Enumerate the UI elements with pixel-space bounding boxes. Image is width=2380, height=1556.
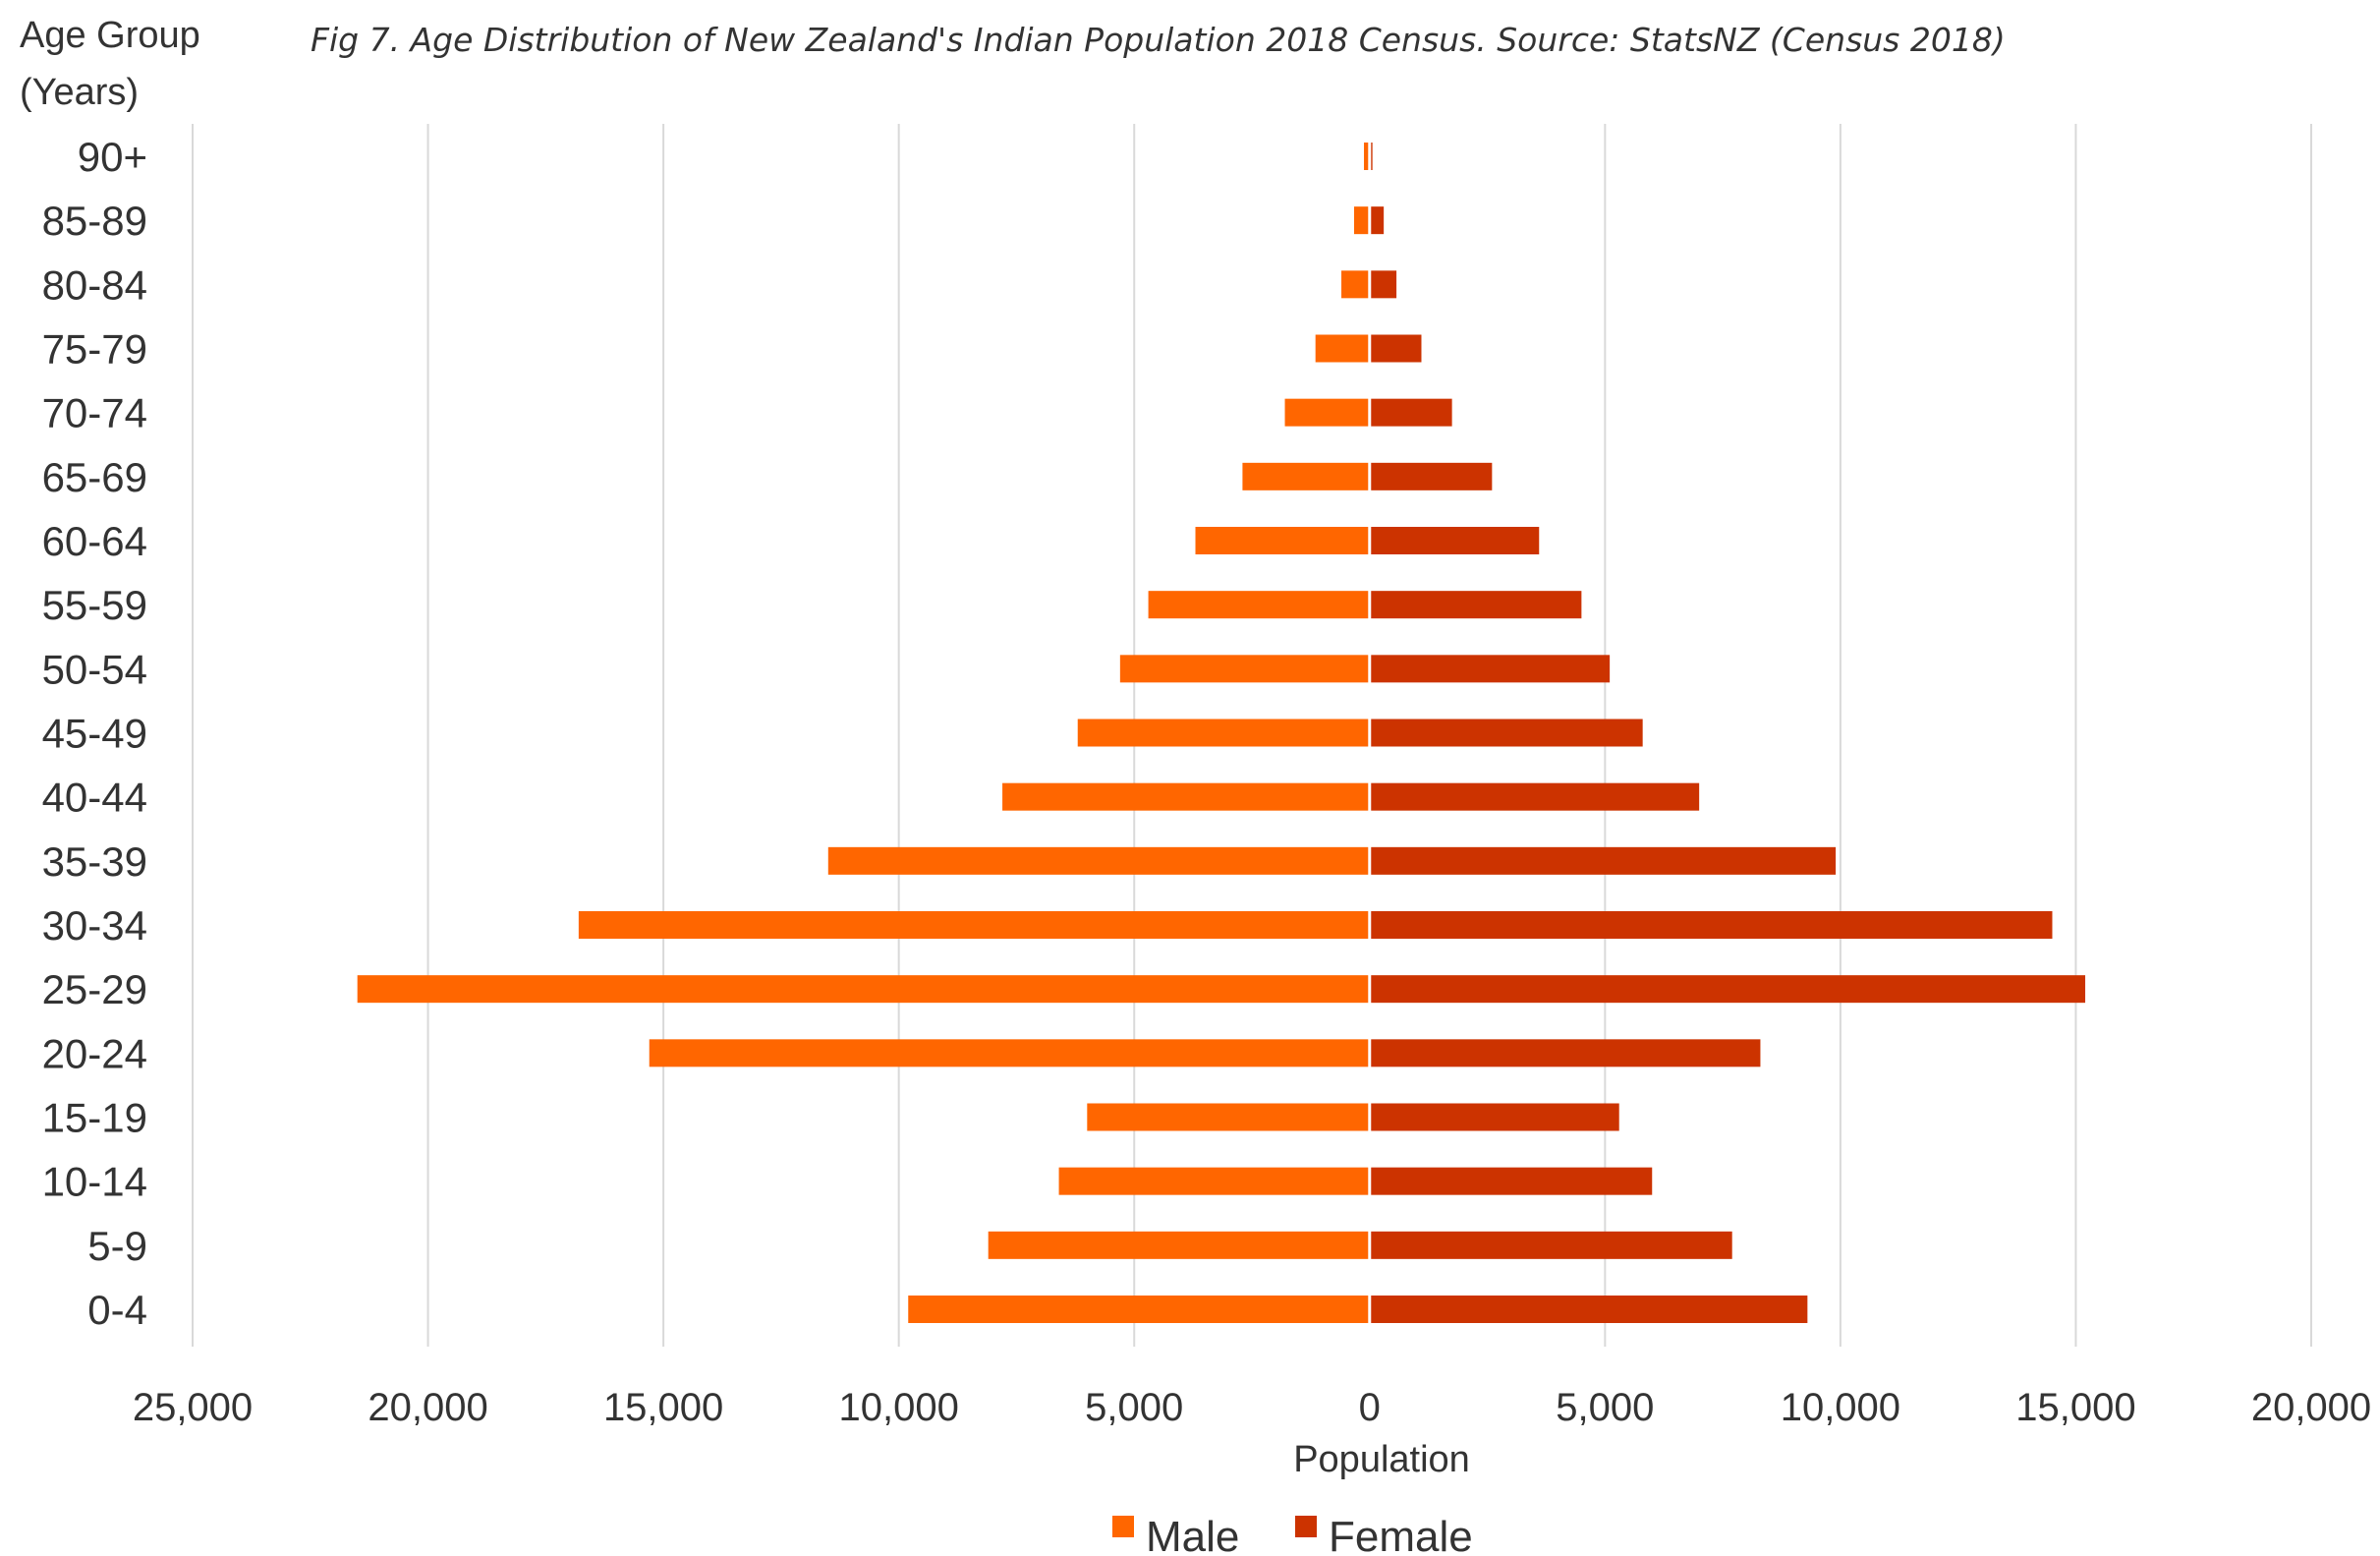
legend-swatch-female xyxy=(1295,1516,1317,1537)
bar-female-40-44 xyxy=(1369,782,1700,811)
bar-male-50-54 xyxy=(1119,655,1370,683)
bar-male-90plus xyxy=(1364,143,1370,170)
bar-male-80-84 xyxy=(1341,270,1370,299)
bar-female-15-19 xyxy=(1369,1103,1619,1131)
y-axis-title-line1: Age Group xyxy=(20,15,200,56)
y-axis-tick-labels: 0-4 5-9 10-14 15-19 20-24 25-29 30-34 35-39 40-4… xyxy=(42,134,147,1333)
y-axis-title-line2: (Years) xyxy=(20,72,139,113)
bar-male-0-4 xyxy=(908,1296,1370,1323)
bar-male-10-14 xyxy=(1058,1167,1370,1195)
y-tick-label-60-64: 60-64 xyxy=(42,518,147,564)
y-tick-label-35-39: 35-39 xyxy=(42,838,147,885)
y-tick-label-75-79: 75-79 xyxy=(42,326,147,373)
bar-female-20-24 xyxy=(1369,1039,1761,1067)
bar-male-85-89 xyxy=(1353,206,1370,235)
bar-female-25-29 xyxy=(1369,975,2086,1004)
y-tick-label-55-59: 55-59 xyxy=(42,582,147,628)
y-tick-label-15-19: 15-19 xyxy=(42,1095,147,1141)
bar-male-25-29 xyxy=(357,975,1370,1004)
bar-female-80-84 xyxy=(1369,270,1397,299)
legend-label-female: Female xyxy=(1329,1513,1473,1556)
bar-male-60-64 xyxy=(1195,527,1370,554)
y-tick-label-40-44: 40-44 xyxy=(42,775,147,821)
bar-female-75-79 xyxy=(1369,334,1422,363)
bar-male-35-39 xyxy=(827,846,1370,875)
bar-male-20-24 xyxy=(649,1039,1370,1067)
bar-female-10-14 xyxy=(1369,1167,1653,1195)
bar-female-85-89 xyxy=(1369,206,1385,235)
bar-male-5-9 xyxy=(988,1231,1370,1259)
x-tick-label-4: 5,000 xyxy=(1085,1386,1183,1429)
bar-female-55-59 xyxy=(1369,591,1582,619)
y-tick-label-50-54: 50-54 xyxy=(42,646,147,692)
bar-male-15-19 xyxy=(1087,1103,1370,1131)
y-tick-label-45-49: 45-49 xyxy=(42,711,147,757)
legend: Male Female xyxy=(1112,1513,1473,1556)
x-axis-tick-labels: 25,000 20,000 15,000 10,000 5,000 0 5,000 10,00… xyxy=(133,1386,2371,1429)
x-tick-label-3: 10,000 xyxy=(838,1386,958,1429)
y-tick-label-70-74: 70-74 xyxy=(42,390,147,436)
chart-subtitle: Fig 7. Age Distribution of New Zealand's… xyxy=(311,21,2006,59)
bar-female-70-74 xyxy=(1369,398,1452,427)
x-tick-label-6: 5,000 xyxy=(1556,1386,1654,1429)
bar-female-35-39 xyxy=(1369,846,1837,875)
y-tick-label-20-24: 20-24 xyxy=(42,1030,147,1076)
bar-male-40-44 xyxy=(1002,782,1370,811)
x-axis-title: Population xyxy=(1293,1439,1470,1480)
x-tick-label-8: 15,000 xyxy=(2015,1386,2135,1429)
y-tick-label-90plus: 90+ xyxy=(78,134,147,180)
y-tick-label-30-34: 30-34 xyxy=(42,902,147,949)
bar-male-75-79 xyxy=(1315,334,1370,363)
y-tick-label-80-84: 80-84 xyxy=(42,261,147,308)
y-tick-label-0-4: 0-4 xyxy=(87,1287,147,1333)
bar-female-65-69 xyxy=(1369,462,1493,490)
x-tick-label-1: 20,000 xyxy=(368,1386,487,1429)
bar-male-45-49 xyxy=(1077,719,1370,747)
x-tick-label-0: 25,000 xyxy=(133,1386,253,1429)
bar-male-65-69 xyxy=(1242,462,1370,490)
legend-swatch-male xyxy=(1112,1516,1134,1537)
bar-female-30-34 xyxy=(1369,911,2053,939)
bar-female-60-64 xyxy=(1369,527,1540,554)
bars xyxy=(357,124,2086,1347)
bar-female-0-4 xyxy=(1369,1296,1808,1323)
bar-female-50-54 xyxy=(1369,655,1611,683)
x-tick-label-9: 20,000 xyxy=(2251,1386,2371,1429)
y-tick-label-85-89: 85-89 xyxy=(42,198,147,244)
y-tick-label-25-29: 25-29 xyxy=(42,966,147,1012)
bar-male-70-74 xyxy=(1284,398,1370,427)
x-tick-label-5: 0 xyxy=(1359,1386,1381,1429)
bar-female-45-49 xyxy=(1369,719,1643,747)
bar-male-30-34 xyxy=(578,911,1370,939)
y-tick-label-65-69: 65-69 xyxy=(42,454,147,500)
x-tick-label-7: 10,000 xyxy=(1781,1386,1900,1429)
x-tick-label-2: 15,000 xyxy=(603,1386,723,1429)
bar-male-55-59 xyxy=(1148,591,1370,619)
y-tick-label-5-9: 5-9 xyxy=(87,1223,147,1269)
bar-female-5-9 xyxy=(1369,1231,1732,1259)
legend-label-male: Male xyxy=(1146,1513,1239,1556)
y-tick-label-10-14: 10-14 xyxy=(42,1159,147,1205)
